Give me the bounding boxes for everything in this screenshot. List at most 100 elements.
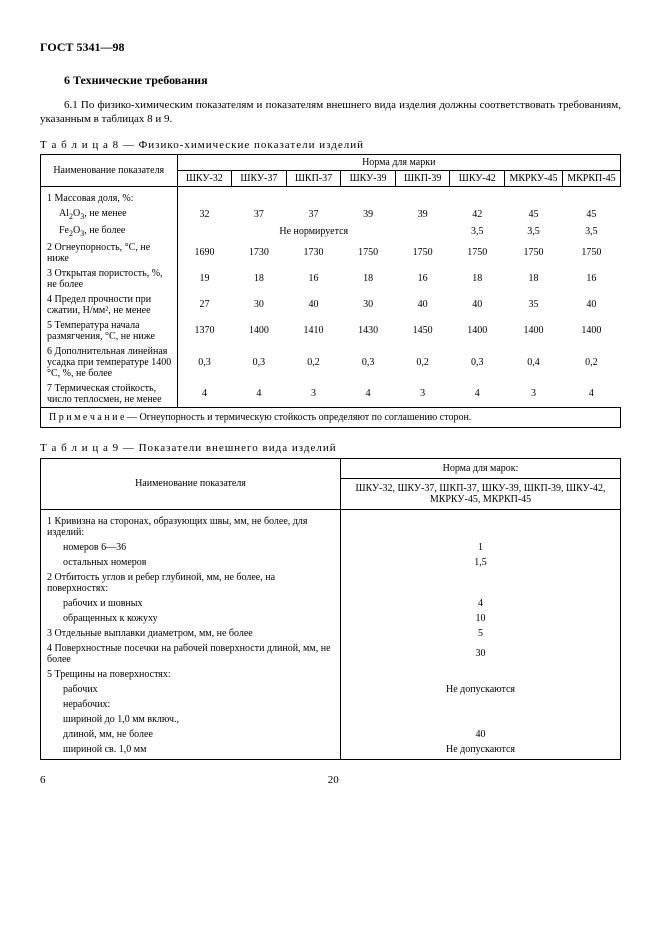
t9-row-name: длиной, мм, не более (41, 727, 341, 742)
t9-val: Не допускаются (341, 742, 621, 760)
t8-mark-header: ШКП-37 (286, 170, 341, 186)
table-9: Наименование показателя Норма для марок:… (40, 458, 621, 760)
t8-val: 45 (562, 206, 620, 223)
t8-mark-header: ШКП-39 (395, 170, 450, 186)
t9-row-name: нерабочих: (41, 697, 341, 712)
t9-val (341, 712, 621, 727)
t8-val: 1450 (395, 318, 450, 344)
t9-row-name: шириной св. 1,0 мм (41, 742, 341, 760)
t9-val: 30 (341, 641, 621, 667)
t8-val: 37 (232, 206, 287, 223)
t9-val: 5 (341, 626, 621, 641)
t8-val: 0,2 (286, 344, 341, 381)
t8-val: 1730 (232, 240, 287, 266)
t8-val: 1750 (562, 240, 620, 266)
t8-mark-header: МКРКУ-45 (505, 170, 563, 186)
t8-val: 4 (562, 381, 620, 408)
t8-val: 1750 (505, 240, 563, 266)
table-8: Наименование показателя Норма для марки … (40, 154, 621, 428)
t8-val: 18 (505, 266, 563, 292)
t9-val (341, 509, 621, 540)
t9-row-name: шириной до 1,0 мм включ., (41, 712, 341, 727)
t9-row-name: 3 Отдельные выплавки диаметром, мм, не б… (41, 626, 341, 641)
t9-val: Не допускаются (341, 682, 621, 697)
t8-val: 39 (395, 206, 450, 223)
t8-mark-header: ШКУ-42 (450, 170, 505, 186)
t8-val: 3,5 (450, 223, 505, 240)
t8-val: 3 (505, 381, 563, 408)
t9-val (341, 570, 621, 596)
t9-val: 4 (341, 596, 621, 611)
t8-val: 39 (341, 206, 396, 223)
t8-val: 1400 (450, 318, 505, 344)
t8-val: 4 (341, 381, 396, 408)
t8-row-name: 5 Температура начала размягчения, °С, не… (41, 318, 178, 344)
table8-caption-num: 8 — Физико-химические показатели изделий (113, 139, 364, 151)
t8-val: 0,3 (450, 344, 505, 381)
t8-val: 40 (562, 292, 620, 318)
t8-mark-header: МКРКП-45 (562, 170, 620, 186)
t8-val: 1730 (286, 240, 341, 266)
t8-val: 1750 (450, 240, 505, 266)
t9-val: 10 (341, 611, 621, 626)
t8-val: 45 (505, 206, 563, 223)
t8-val: 42 (450, 206, 505, 223)
t8-val: 1430 (341, 318, 396, 344)
t8-val: 0,2 (562, 344, 620, 381)
footer-center: 20 (328, 774, 339, 786)
t8-val: 18 (450, 266, 505, 292)
t8-val (395, 186, 450, 206)
t8-val: 3,5 (562, 223, 620, 240)
t8-mark-header: ШКУ-32 (177, 170, 232, 186)
t8-merged-val: Не нормируется (177, 223, 450, 240)
t8-val: 0,4 (505, 344, 563, 381)
t8-val: 3,5 (505, 223, 563, 240)
t8-val (505, 186, 563, 206)
section-heading: 6 Технические требования (64, 73, 621, 88)
t8-val: 1400 (562, 318, 620, 344)
t8-val: 1400 (232, 318, 287, 344)
t8-mark-header: ШКУ-37 (232, 170, 287, 186)
t8-val: 16 (286, 266, 341, 292)
t8-note: П р и м е ч а н и е — Огнеупорность и те… (41, 407, 621, 427)
t8-mark-header: ШКУ-39 (341, 170, 396, 186)
t8-val: 1370 (177, 318, 232, 344)
t8-row-name: 2 Огнеупорность, °С, не ниже (41, 240, 178, 266)
t8-val: 35 (505, 292, 563, 318)
t8-val: 0,3 (177, 344, 232, 381)
t8-val: 1750 (395, 240, 450, 266)
t9-val (341, 697, 621, 712)
t8-val: 40 (395, 292, 450, 318)
t8-val: 18 (232, 266, 287, 292)
t8-val: 18 (341, 266, 396, 292)
t9-row-name: рабочих (41, 682, 341, 697)
t8-val: 37 (286, 206, 341, 223)
t8-val: 30 (341, 292, 396, 318)
t8-val: 0,3 (341, 344, 396, 381)
t9-row-name: рабочих и шовных (41, 596, 341, 611)
t8-val: 0,2 (395, 344, 450, 381)
t9-head-norm: Норма для марок: (341, 458, 621, 478)
t9-head-marks: ШКУ-32, ШКУ-37, ШКП-37, ШКУ-39, ШКП-39, … (341, 478, 621, 509)
t9-row-name: 4 Поверхностные посечки на рабочей повер… (41, 641, 341, 667)
t8-val (562, 186, 620, 206)
t8-head-name: Наименование показателя (41, 154, 178, 186)
t8-val: 16 (395, 266, 450, 292)
t8-val: 27 (177, 292, 232, 318)
t8-val: 40 (450, 292, 505, 318)
t8-val (232, 186, 287, 206)
t8-row-name: Fe2O3, не более (41, 223, 178, 240)
t9-row-name: обращенных к кожуху (41, 611, 341, 626)
t8-row-name: 1 Массовая доля, %: (41, 186, 178, 206)
t9-val: 1 (341, 540, 621, 555)
page-footer: 6 20 (40, 774, 621, 786)
t8-val: 0,3 (232, 344, 287, 381)
t8-val (286, 186, 341, 206)
t8-val: 1410 (286, 318, 341, 344)
t8-val: 16 (562, 266, 620, 292)
t8-row-name: 6 Дополнительная ли­нейная усадка при те… (41, 344, 178, 381)
t8-val: 32 (177, 206, 232, 223)
t9-row-name: 2 Отбитость углов и ребер глубиной, мм, … (41, 570, 341, 596)
t8-row-name: 7 Термическая стой­кость, число теплосме… (41, 381, 178, 408)
t8-row-name: Al2O3, не менее (41, 206, 178, 223)
